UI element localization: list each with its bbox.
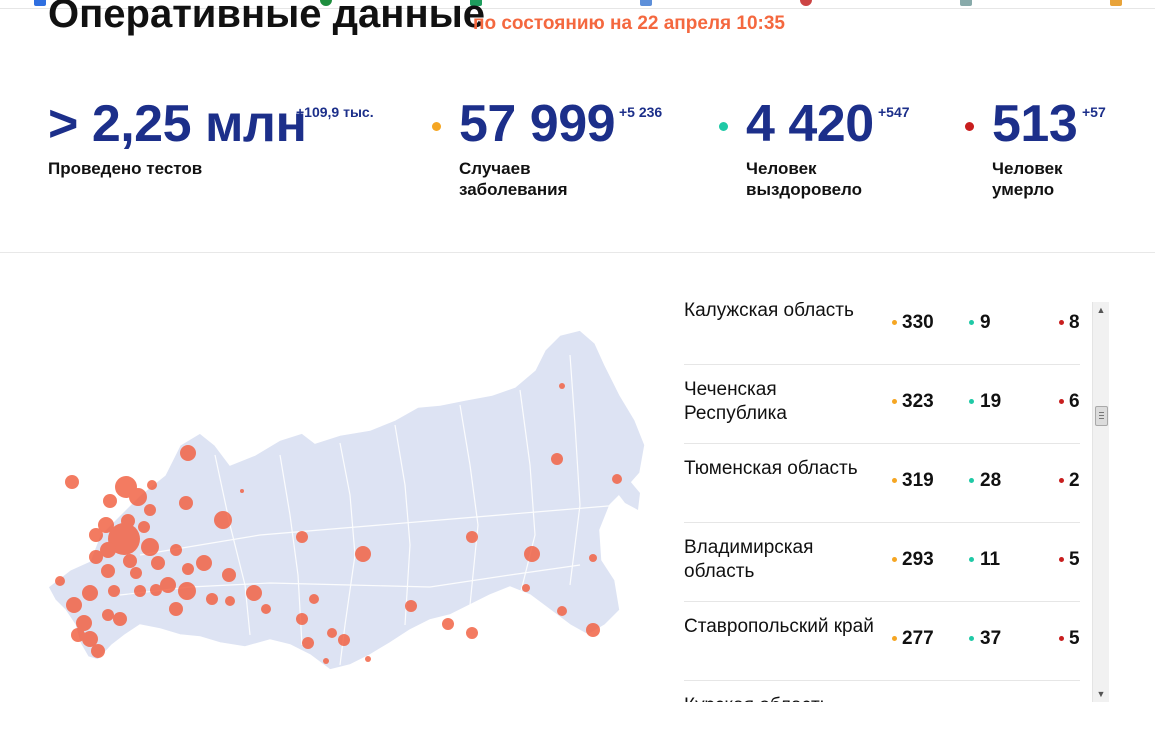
region-deaths: 6 <box>1069 391 1080 412</box>
region-recovered: 37 <box>980 628 1002 649</box>
stat-recovered-delta: +547 <box>878 104 910 120</box>
red-dot-icon <box>1059 636 1064 641</box>
region-recovered: 28 <box>980 470 1002 491</box>
region-name: Курская область <box>684 694 884 702</box>
region-cases: 319 <box>902 470 934 491</box>
orange-dot-icon <box>892 557 897 562</box>
stat-deaths-delta: +57 <box>1082 104 1106 120</box>
stat-deaths-value: 513 <box>992 95 1078 153</box>
stat-cases-delta: +5 236 <box>619 104 663 120</box>
sakhalin-island <box>592 555 600 603</box>
stat-deaths-label: Человек умерло <box>992 159 1063 199</box>
stat-recovered-value: 4 420 <box>746 95 874 153</box>
stat-cases-label: Случаев заболевания <box>459 159 568 199</box>
regions-scrollbar[interactable]: ▲ ▼ <box>1092 302 1109 702</box>
region-cases: 293 <box>902 549 934 570</box>
scroll-down-arrow-icon[interactable]: ▼ <box>1096 689 1106 699</box>
bookmark-favicon[interactable] <box>640 0 652 6</box>
russia-map-icon[interactable] <box>40 325 660 685</box>
bookmark-favicon[interactable] <box>960 0 972 6</box>
region-name: Тюменская область <box>684 458 858 479</box>
table-row[interactable]: Владимирская область 293 11 5 <box>684 522 1080 602</box>
table-row[interactable]: Тюменская область 319 28 2 <box>684 443 1080 523</box>
scroll-up-arrow-icon[interactable]: ▲ <box>1096 305 1106 315</box>
stat-cases-value: 57 999 <box>459 95 616 153</box>
page-title: Оперативные данные <box>48 0 486 36</box>
stat-cases: 57 999 +5 236 Случаев заболевания <box>432 95 662 200</box>
bookmark-favicon[interactable] <box>800 0 812 6</box>
section-divider <box>0 252 1155 253</box>
region-cases: 277 <box>902 628 934 649</box>
stat-tests-value: > 2,25 млн <box>48 95 307 153</box>
orange-dot-icon <box>892 320 897 325</box>
case-bubbles <box>55 383 622 664</box>
green-dot-icon <box>719 122 728 131</box>
table-row[interactable]: Курская область 276 26 3 <box>684 680 1080 702</box>
region-deaths: 5 <box>1069 628 1080 649</box>
green-dot-icon <box>969 320 974 325</box>
green-dot-icon <box>969 636 974 641</box>
region-deaths: 2 <box>1069 470 1080 491</box>
region-cases: 323 <box>902 391 934 412</box>
bookmark-favicon[interactable] <box>1110 0 1122 6</box>
stat-recovered: 4 420 +547 Человек выздоровело <box>719 95 910 200</box>
green-dot-icon <box>969 478 974 483</box>
table-row[interactable]: Ставропольский край 277 37 5 <box>684 601 1080 681</box>
region-recovered: 19 <box>980 391 1002 412</box>
red-dot-icon <box>1059 399 1064 404</box>
orange-dot-icon <box>892 636 897 641</box>
regions-table[interactable]: Калужская область 330 9 8 Чеченская Респ… <box>684 302 1082 702</box>
region-deaths: 8 <box>1069 312 1080 333</box>
region-deaths: 5 <box>1069 549 1080 570</box>
arctic-island <box>280 445 330 459</box>
region-name: Ставропольский край <box>684 616 874 637</box>
table-row[interactable]: Чеченская Республика 323 19 6 <box>684 364 1080 444</box>
map-land <box>47 329 646 671</box>
region-recovered: 11 <box>980 549 1001 570</box>
region-recovered: 9 <box>980 312 991 333</box>
scrollbar-thumb[interactable] <box>1095 406 1108 426</box>
stat-recovered-label: Человек выздоровело <box>746 159 863 199</box>
region-name: Владимирская область <box>684 537 814 582</box>
stat-tests: > 2,25 млн +109,9 тыс. Проведено тестов <box>48 95 374 179</box>
table-row[interactable]: Калужская область 330 9 8 <box>684 302 1080 365</box>
red-dot-icon <box>1059 557 1064 562</box>
red-dot-icon <box>1059 478 1064 483</box>
green-dot-icon <box>969 399 974 404</box>
stat-deaths: 513 +57 Человек умерло <box>965 95 1106 200</box>
stat-tests-label: Проведено тестов <box>48 159 203 178</box>
region-cases: 330 <box>902 312 934 333</box>
orange-dot-icon <box>892 399 897 404</box>
red-dot-icon <box>965 122 974 131</box>
browser-bookmarks-bar <box>0 0 1155 9</box>
orange-dot-icon <box>892 478 897 483</box>
red-dot-icon <box>1059 320 1064 325</box>
region-name: Калужская область <box>684 302 854 321</box>
stat-tests-delta: +109,9 тыс. <box>296 104 374 120</box>
region-name: Чеченская Республика <box>684 379 787 424</box>
as-of-timestamp: по состоянию на 22 апреля 10:35 <box>473 13 785 34</box>
green-dot-icon <box>969 557 974 562</box>
bookmark-favicon[interactable] <box>34 0 46 6</box>
bookmark-favicon[interactable] <box>320 0 332 6</box>
orange-dot-icon <box>432 122 441 131</box>
bookmark-favicon[interactable] <box>470 0 482 6</box>
region-borders <box>119 354 621 666</box>
russia-map-svg <box>47 329 646 671</box>
